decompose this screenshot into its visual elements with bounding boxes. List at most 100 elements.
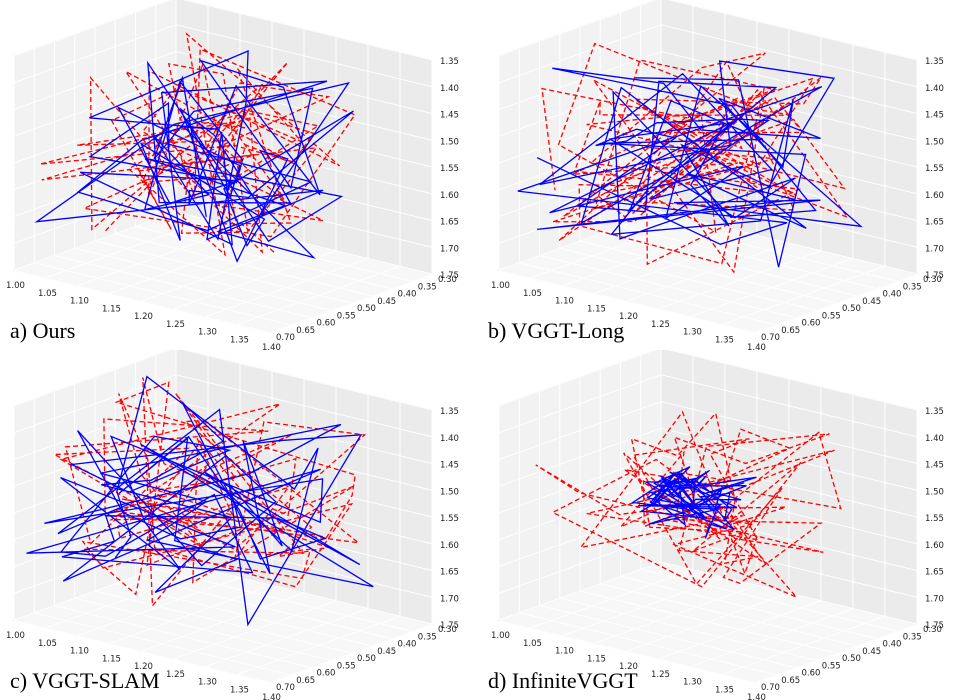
x-tick-label: 1.15 xyxy=(102,304,121,314)
y-tick-label: 0.50 xyxy=(842,304,861,314)
y-tick-label: 0.45 xyxy=(377,297,396,307)
y-tick-label: 0.55 xyxy=(822,661,841,671)
x-tick-label: 1.40 xyxy=(262,693,281,700)
y-tick-label: 0.40 xyxy=(883,290,902,300)
chart-panel-vggt-long: 1.00 1.05 1.10 1.15 1.20 1.25 1.30 1.35 1.40 0.70… xyxy=(485,0,970,350)
z-tick-label: 1.70 xyxy=(925,594,944,604)
trajectory-estimated xyxy=(34,50,354,263)
chart-panel-ours: 1.00 1.05 1.10 1.15 1.20 1.25 1.30 1.35 1.40 0.70… xyxy=(0,0,485,350)
x-tick-label: 1.30 xyxy=(198,328,217,338)
grid-line-y xyxy=(115,583,372,647)
z-tick-label: 1.55 xyxy=(440,514,459,524)
x-tick-label: 1.35 xyxy=(230,685,249,695)
y-tick-label: 0.65 xyxy=(296,676,315,686)
plot-3d-vggt-long: 1.001.051.101.151.201.251.301.351.400.70… xyxy=(491,0,944,350)
grid-line-z xyxy=(13,0,433,61)
z-tick-label: 1.50 xyxy=(925,487,944,497)
x-tick-label: 1.20 xyxy=(134,312,153,322)
x-tick-label: 1.25 xyxy=(651,320,670,330)
grid-line-y xyxy=(94,590,352,654)
z-tick-label: 1.75 xyxy=(925,271,944,281)
y-tick-label: 0.45 xyxy=(377,647,396,657)
y-tick-label: 0.65 xyxy=(296,326,315,336)
z-tick-label: 1.55 xyxy=(440,164,459,174)
caption-vggt-slam: c) VGGT-SLAM xyxy=(10,668,160,693)
y-tick-label: 0.50 xyxy=(357,654,376,664)
grid-line-y xyxy=(620,226,877,289)
x-tick-label: 1.40 xyxy=(262,343,281,350)
z-tick-label: 1.45 xyxy=(925,111,944,121)
y-tick-label: 0.40 xyxy=(398,640,417,650)
grid-line-y xyxy=(660,211,918,275)
y-tick-label: 0.50 xyxy=(842,654,861,664)
y-tick-label: 0.70 xyxy=(276,333,295,343)
y-tick-label: 0.60 xyxy=(802,669,821,679)
x-tick-label: 1.15 xyxy=(587,654,606,664)
y-tick-label: 0.60 xyxy=(317,319,336,329)
z-tick-label: 1.70 xyxy=(440,244,459,254)
y-tick-label: 0.65 xyxy=(781,676,800,686)
z-tick-label: 1.50 xyxy=(440,487,459,497)
grid-line-y xyxy=(600,583,857,647)
grid-line-y xyxy=(175,561,433,625)
z-tick-label: 1.40 xyxy=(925,84,944,94)
y-tick-label: 0.70 xyxy=(761,333,780,343)
z-tick-label: 1.65 xyxy=(440,218,459,228)
trajectory-estimated xyxy=(517,60,863,268)
y-tick-label: 0.50 xyxy=(357,304,376,314)
x-tick-label: 1.30 xyxy=(683,328,702,338)
x-tick-label: 1.15 xyxy=(102,654,121,664)
z-tick-label: 1.45 xyxy=(440,111,459,121)
x-tick-label: 1.05 xyxy=(38,639,57,649)
x-tick-label: 1.35 xyxy=(715,685,734,695)
y-tick-label: 0.40 xyxy=(398,290,417,300)
x-tick-label: 1.25 xyxy=(651,670,670,680)
x-tick-label: 1.00 xyxy=(491,631,510,641)
z-tick-label: 1.75 xyxy=(440,271,459,281)
z-tick-label: 1.65 xyxy=(925,218,944,228)
y-tick-label: 0.60 xyxy=(802,319,821,329)
z-tick-label: 1.35 xyxy=(440,57,459,67)
caption-vggt-long: b) VGGT-Long xyxy=(488,318,625,343)
x-tick-label: 1.00 xyxy=(491,281,510,291)
z-tick-label: 1.75 xyxy=(440,621,459,631)
trajectory-estimated xyxy=(26,375,374,627)
z-tick-label: 1.60 xyxy=(925,541,944,551)
plot-3d-vggt-slam: 1.001.051.101.151.201.251.301.351.400.70… xyxy=(6,350,459,700)
x-tick-label: 1.10 xyxy=(70,297,89,307)
z-tick-label: 1.65 xyxy=(925,568,944,578)
z-tick-label: 1.70 xyxy=(440,594,459,604)
x-tick-label: 1.30 xyxy=(683,678,702,688)
x-tick-label: 1.40 xyxy=(747,693,766,700)
y-tick-label: 0.45 xyxy=(862,297,881,307)
z-tick-label: 1.50 xyxy=(925,137,944,147)
y-tick-label: 0.30 xyxy=(438,275,457,285)
x-tick-label: 1.10 xyxy=(555,297,574,307)
y-tick-label: 0.55 xyxy=(337,311,356,321)
x-tick-label: 1.35 xyxy=(230,335,249,345)
grid-line-y xyxy=(660,561,918,625)
z-tick-label: 1.40 xyxy=(440,84,459,94)
x-tick-label: 1.05 xyxy=(523,639,542,649)
grid-line-y xyxy=(640,568,897,632)
z-tick-label: 1.60 xyxy=(925,191,944,201)
x-tick-label: 1.25 xyxy=(166,670,185,680)
x-tick-label: 1.10 xyxy=(70,647,89,657)
y-tick-label: 0.45 xyxy=(862,647,881,657)
plot-3d-ours: 1.001.051.101.151.201.251.301.351.400.70… xyxy=(6,0,459,350)
y-tick-label: 0.65 xyxy=(781,326,800,336)
grid-line-y xyxy=(155,218,412,282)
z-tick-label: 1.65 xyxy=(440,568,459,578)
x-tick-label: 1.15 xyxy=(587,304,606,314)
z-tick-label: 1.40 xyxy=(925,434,944,444)
x-tick-label: 1.05 xyxy=(38,289,57,299)
z-tick-label: 1.70 xyxy=(925,244,944,254)
chart-panel-infinitevggt: 1.00 1.05 1.10 1.15 1.20 1.25 1.30 1.35 1.40 0.70… xyxy=(485,350,970,700)
z-tick-label: 1.50 xyxy=(440,137,459,147)
plot-3d-infinitevggt: 1.001.051.101.151.201.251.301.351.400.70… xyxy=(491,350,944,700)
x-tick-label: 1.00 xyxy=(6,631,25,641)
caption-infinitevggt: d) InfiniteVGGT xyxy=(488,668,638,693)
z-tick-label: 1.40 xyxy=(440,434,459,444)
y-tick-label: 0.30 xyxy=(438,625,457,635)
y-tick-label: 0.35 xyxy=(903,632,922,642)
